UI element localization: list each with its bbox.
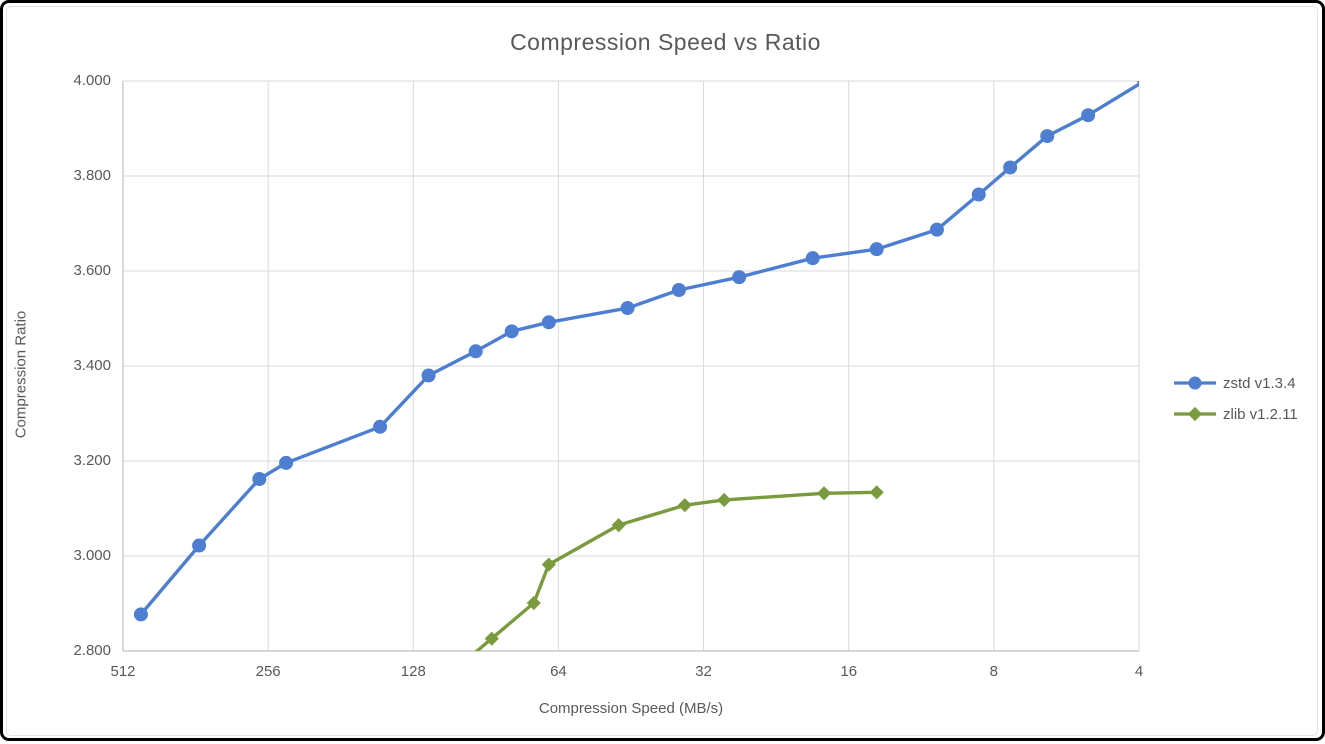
chart-title: Compression Speed vs Ratio [510,29,821,55]
x-tick-label: 512 [110,663,136,680]
data-point-marker [816,486,832,501]
x-tick-label: 128 [400,663,426,680]
data-point-marker [805,251,820,266]
x-tick-label: 64 [550,663,567,680]
y-tick-label: 4.000 [73,72,111,89]
data-point-marker [1081,108,1096,123]
data-point-marker [468,344,483,359]
data-point-marker [717,492,732,508]
legend: zstd v1.3.4 zlib v1.2.11 [1173,372,1298,425]
y-tick-label: 3.600 [73,262,111,279]
legend-label: zlib v1.2.11 [1223,405,1298,423]
data-point-marker [541,315,556,330]
x-axis-title: Compression Speed (MB/s) [538,700,724,717]
data-point-marker [504,324,519,339]
legend-label: zstd v1.3.4 [1223,374,1296,392]
x-tick-label: 16 [840,663,858,680]
y-tick-label: 2.800 [73,642,111,659]
legend-marker-icon [1174,376,1216,390]
data-point-marker [869,485,884,500]
data-point-marker [526,595,541,611]
y-tick-label: 3.400 [73,357,111,374]
legend-item: zstd v1.3.4 [1173,372,1298,394]
data-point-marker [869,242,884,257]
data-point-marker [484,631,499,646]
data-point-marker [929,222,944,237]
data-point-marker [541,557,556,572]
y-tick-label: 3.800 [73,167,111,184]
data-point-marker [732,270,747,285]
data-point-marker [279,455,294,470]
data-point-marker [620,301,635,316]
x-tick-label: 4 [1134,663,1144,680]
x-tick-label: 32 [695,663,712,680]
y-tick-label: 3.000 [73,547,111,564]
legend-marker-icon [1174,406,1216,422]
data-point-marker [252,472,267,487]
data-point-marker [1040,129,1055,144]
data-point-marker [1137,81,1139,86]
legend-item: zlib v1.2.11 [1173,403,1298,425]
y-axis-title: Compression Ratio [12,310,30,439]
x-tick-label: 256 [255,663,281,680]
data-point-marker [677,498,692,513]
data-point-marker [1003,160,1018,175]
data-point-marker [611,518,626,533]
series-zlib [474,485,884,651]
series-line [474,490,879,651]
data-point-marker [971,187,986,202]
data-point-marker [421,368,436,383]
plot-area [122,80,1140,652]
data-point-marker [671,283,686,297]
series-zstd [133,81,1139,622]
data-point-marker [192,538,207,553]
data-point-marker [373,419,388,434]
x-tick-label: 8 [989,663,999,680]
y-tick-label: 3.200 [73,452,111,469]
data-point-marker [133,607,148,622]
